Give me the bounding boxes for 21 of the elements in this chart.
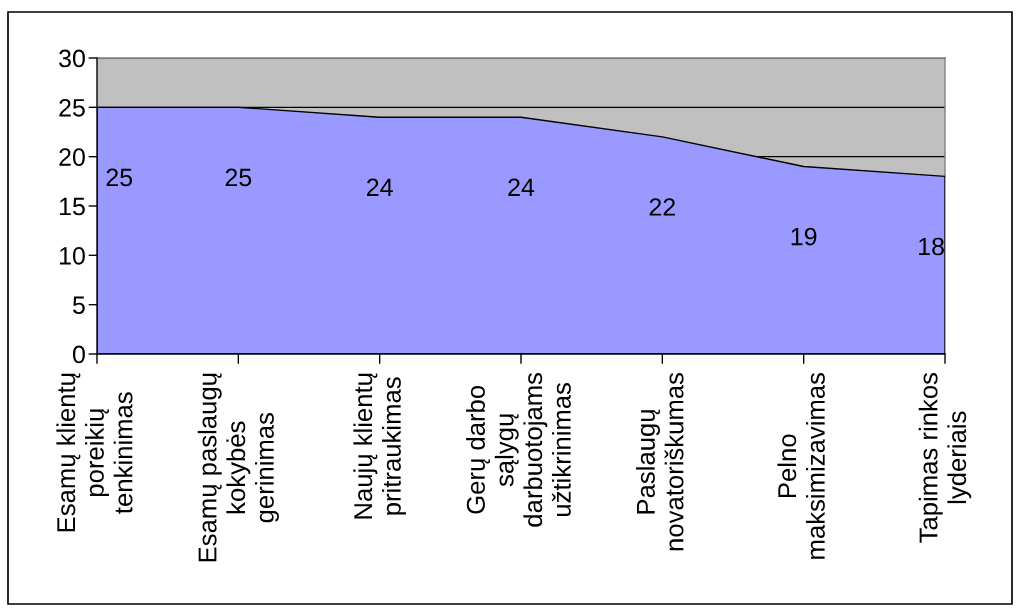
data-label: 22 (649, 198, 675, 216)
data-label: 19 (791, 227, 817, 246)
y-tick-label: 10 (59, 246, 85, 265)
y-tick-label: 30 (59, 49, 85, 68)
data-label: 25 (106, 168, 133, 187)
y-tick-label: 5 (72, 296, 85, 314)
x-tick-label: Gerų darbo sąlygų darbuotojams užtikrinimas (466, 372, 571, 527)
x-tick-label: Tapimas rinkos lyderiais (918, 372, 972, 543)
y-tick-label: 20 (59, 148, 85, 166)
data-label: 24 (367, 178, 393, 196)
x-tick-label: Paslaugų novatoriškumas (636, 372, 684, 551)
x-tick-label: Pelno maksimizavimas (777, 372, 825, 559)
data-label: 24 (508, 178, 535, 196)
x-tick-label: Esamų klientų poreikių tenkinimas (56, 373, 133, 532)
data-label: 18 (919, 237, 944, 256)
data-label: 25 (225, 168, 252, 187)
y-tick-label: 15 (59, 197, 85, 216)
y-tick-label: 0 (72, 345, 85, 364)
y-tick-label: 25 (59, 98, 85, 117)
x-tick-label: Esamų paslaugų kokybės gerinimas (197, 373, 279, 562)
x-tick-label: Naujų klientų pritraukimas (353, 373, 406, 519)
